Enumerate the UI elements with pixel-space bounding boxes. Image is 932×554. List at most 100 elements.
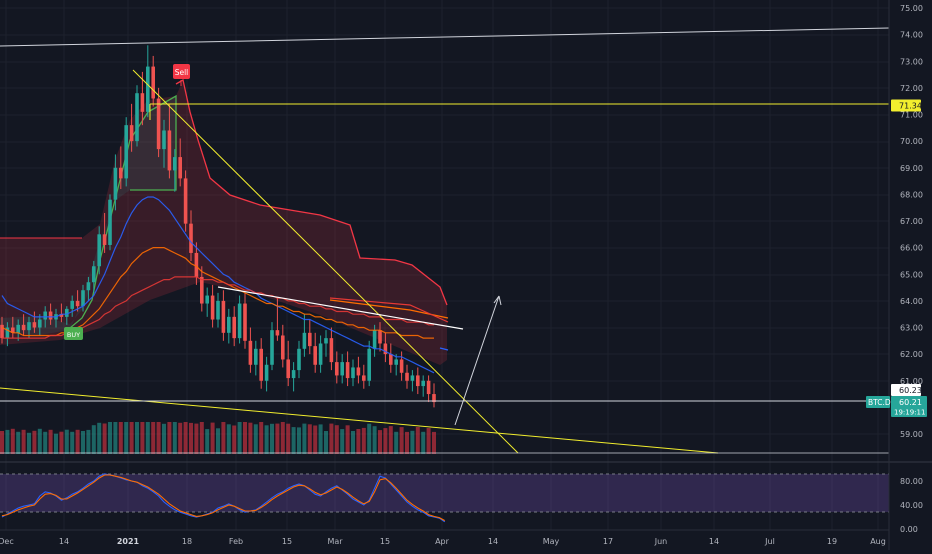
candle[interactable] bbox=[70, 295, 74, 317]
candle[interactable] bbox=[281, 324, 285, 368]
candle[interactable] bbox=[264, 356, 269, 392]
candle[interactable] bbox=[221, 290, 226, 341]
candle[interactable] bbox=[297, 340, 301, 379]
candle[interactable] bbox=[11, 316, 15, 339]
candle[interactable] bbox=[205, 287, 209, 317]
volume-bar bbox=[86, 429, 91, 454]
candle[interactable] bbox=[367, 340, 371, 387]
lower-support-line[interactable] bbox=[0, 387, 719, 454]
rsi-axis[interactable]: 80.00 40.00 0.00 bbox=[900, 477, 923, 534]
candle[interactable] bbox=[340, 354, 344, 384]
candle[interactable] bbox=[113, 154, 118, 211]
candle[interactable] bbox=[389, 343, 393, 373]
candle[interactable] bbox=[378, 322, 382, 352]
candle[interactable] bbox=[65, 306, 69, 325]
candle[interactable] bbox=[200, 266, 204, 312]
candle[interactable] bbox=[216, 292, 220, 328]
candle[interactable] bbox=[194, 242, 199, 285]
candle-body bbox=[113, 167, 118, 200]
candle[interactable] bbox=[243, 292, 247, 349]
candle[interactable] bbox=[0, 316, 4, 344]
candle[interactable] bbox=[291, 362, 296, 392]
candle[interactable] bbox=[254, 340, 258, 376]
candle[interactable] bbox=[38, 314, 42, 336]
candle[interactable] bbox=[324, 330, 328, 357]
candle[interactable] bbox=[59, 303, 64, 323]
candle[interactable] bbox=[167, 103, 172, 179]
candle[interactable] bbox=[135, 85, 139, 147]
trend-line-drawings[interactable] bbox=[0, 27, 890, 454]
candle[interactable] bbox=[27, 316, 31, 339]
candle[interactable] bbox=[405, 364, 409, 389]
candle[interactable] bbox=[394, 354, 398, 376]
candle[interactable] bbox=[329, 327, 334, 371]
candle[interactable] bbox=[383, 332, 388, 363]
candle[interactable] bbox=[92, 260, 96, 293]
candle[interactable] bbox=[318, 335, 323, 373]
candle[interactable] bbox=[345, 351, 350, 387]
candle[interactable] bbox=[227, 308, 231, 344]
candle[interactable] bbox=[151, 55, 155, 107]
candle[interactable] bbox=[108, 194, 112, 251]
candle[interactable] bbox=[32, 311, 37, 333]
projection-arrow[interactable] bbox=[454, 295, 500, 426]
candle[interactable] bbox=[416, 367, 420, 395]
candlesticks[interactable] bbox=[0, 45, 436, 408]
candle[interactable] bbox=[81, 284, 85, 312]
candle-body bbox=[59, 314, 64, 317]
candle[interactable] bbox=[16, 319, 20, 341]
volume-bar bbox=[91, 425, 96, 454]
candle[interactable] bbox=[124, 117, 128, 187]
candle[interactable] bbox=[270, 322, 274, 371]
descending-trend-line[interactable] bbox=[132, 69, 519, 454]
candle[interactable] bbox=[156, 87, 161, 158]
candle[interactable] bbox=[410, 370, 415, 392]
time-axis[interactable]: Dec 14 2021 18 Feb 15 Mar 15 Apr 14 May 17 Jun 14 Jul 1… bbox=[0, 537, 886, 546]
candle[interactable] bbox=[48, 303, 53, 325]
candle[interactable] bbox=[421, 375, 425, 397]
candle-body bbox=[372, 330, 377, 349]
candle[interactable] bbox=[356, 356, 361, 384]
candle[interactable] bbox=[335, 351, 339, 384]
price-axis[interactable]: 75.00 74.00 73.00 72.00 71.00 70.00 69.00 68.00… bbox=[900, 4, 923, 439]
candle[interactable] bbox=[5, 322, 10, 347]
candle[interactable] bbox=[248, 327, 253, 373]
candle[interactable] bbox=[362, 364, 366, 389]
candle[interactable] bbox=[178, 138, 182, 187]
upper-trend-line[interactable] bbox=[0, 27, 890, 47]
candle[interactable] bbox=[210, 284, 215, 328]
candle[interactable] bbox=[119, 146, 123, 190]
volume-bar bbox=[291, 427, 296, 454]
candle[interactable] bbox=[351, 359, 355, 387]
candle[interactable] bbox=[21, 314, 26, 336]
candle[interactable] bbox=[189, 210, 193, 261]
candle[interactable] bbox=[432, 383, 436, 408]
candle[interactable] bbox=[308, 319, 312, 355]
rsi-pane[interactable] bbox=[0, 461, 932, 523]
candle[interactable] bbox=[183, 170, 188, 232]
candle[interactable] bbox=[302, 314, 307, 357]
last-price-tag bbox=[891, 396, 927, 417]
candle[interactable] bbox=[146, 45, 150, 118]
time-tick-label: Dec bbox=[0, 537, 14, 546]
candle[interactable] bbox=[426, 375, 431, 403]
candle[interactable] bbox=[75, 290, 80, 312]
ma-fast-tail bbox=[439, 347, 449, 351]
candle[interactable] bbox=[313, 332, 317, 373]
candle[interactable] bbox=[237, 295, 242, 344]
white-trend-line[interactable] bbox=[217, 286, 464, 330]
candle[interactable] bbox=[286, 340, 290, 387]
candle[interactable] bbox=[232, 306, 236, 347]
ma-slow-tail bbox=[329, 297, 449, 323]
candle[interactable] bbox=[86, 276, 91, 301]
candle[interactable] bbox=[275, 298, 280, 341]
candle[interactable] bbox=[259, 338, 263, 389]
candle[interactable] bbox=[173, 149, 177, 192]
candle[interactable] bbox=[97, 226, 101, 275]
candle[interactable] bbox=[140, 71, 145, 126]
candle[interactable] bbox=[129, 103, 134, 152]
candle[interactable] bbox=[102, 213, 107, 253]
candle[interactable] bbox=[162, 119, 166, 168]
